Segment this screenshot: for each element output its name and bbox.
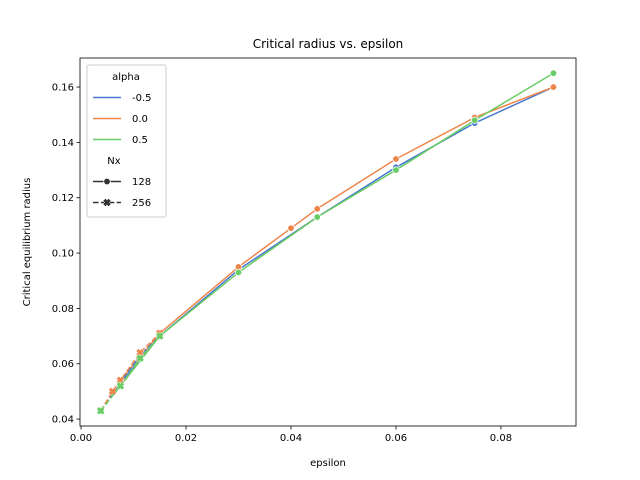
data-point bbox=[115, 381, 125, 391]
data-point bbox=[96, 406, 106, 416]
series-line bbox=[119, 86, 554, 381]
data-point bbox=[313, 205, 321, 213]
legend-hue-title: alpha bbox=[112, 72, 140, 83]
x-tick-label: 0.02 bbox=[175, 433, 197, 444]
data-point bbox=[135, 353, 145, 363]
legend-marker-circle bbox=[103, 177, 111, 186]
legend: alpha -0.5 0.0 0.5 Nx 128 256 bbox=[86, 64, 167, 218]
data-point bbox=[155, 331, 165, 341]
y-tick-label: 0.08 bbox=[52, 304, 74, 315]
y-axis-label: Critical equilibrium radius bbox=[22, 178, 33, 307]
data-point bbox=[108, 386, 118, 396]
x-axis-label: epsilon bbox=[310, 458, 346, 469]
data-point bbox=[392, 155, 400, 163]
data-point bbox=[234, 268, 243, 277]
x-tick-label: 0.04 bbox=[280, 433, 302, 444]
x-axis: 0.00 0.02 0.04 0.06 0.08 bbox=[70, 426, 512, 444]
y-axis: 0.04 0.06 0.08 0.10 0.12 0.14 0.16 bbox=[52, 83, 80, 426]
chart-title: Critical radius vs. epsilon bbox=[253, 37, 404, 51]
legend-style-label: 128 bbox=[132, 177, 151, 188]
data-point bbox=[392, 166, 400, 174]
x-tick-label: 0.08 bbox=[490, 433, 512, 444]
series-alpha-0.5-nx-256 bbox=[96, 331, 165, 416]
x-tick-label: 0.06 bbox=[385, 433, 407, 444]
data-point bbox=[549, 83, 558, 91]
data-point bbox=[313, 213, 321, 221]
plot-frame bbox=[79, 57, 577, 427]
y-tick-label: 0.10 bbox=[52, 249, 74, 260]
series-line bbox=[100, 335, 161, 412]
legend-style-title: Nx bbox=[107, 156, 120, 167]
legend-hue-label: -0.5 bbox=[132, 93, 152, 104]
series-layer bbox=[96, 69, 558, 416]
legend-hue-label: 0.0 bbox=[132, 114, 148, 125]
legend-style-label: 256 bbox=[132, 198, 151, 209]
y-tick-label: 0.04 bbox=[52, 415, 74, 426]
data-point bbox=[549, 69, 558, 77]
data-point bbox=[287, 224, 295, 232]
y-tick-label: 0.14 bbox=[52, 138, 74, 149]
y-tick-label: 0.16 bbox=[52, 83, 74, 94]
series-line bbox=[100, 335, 161, 412]
y-tick-label: 0.06 bbox=[52, 359, 74, 370]
data-point bbox=[471, 116, 479, 124]
legend-marker-x bbox=[102, 198, 112, 207]
legend-frame bbox=[86, 64, 167, 218]
y-tick-label: 0.12 bbox=[52, 193, 74, 204]
legend-hue-label: 0.5 bbox=[132, 135, 148, 146]
x-tick-label: 0.00 bbox=[70, 433, 92, 444]
